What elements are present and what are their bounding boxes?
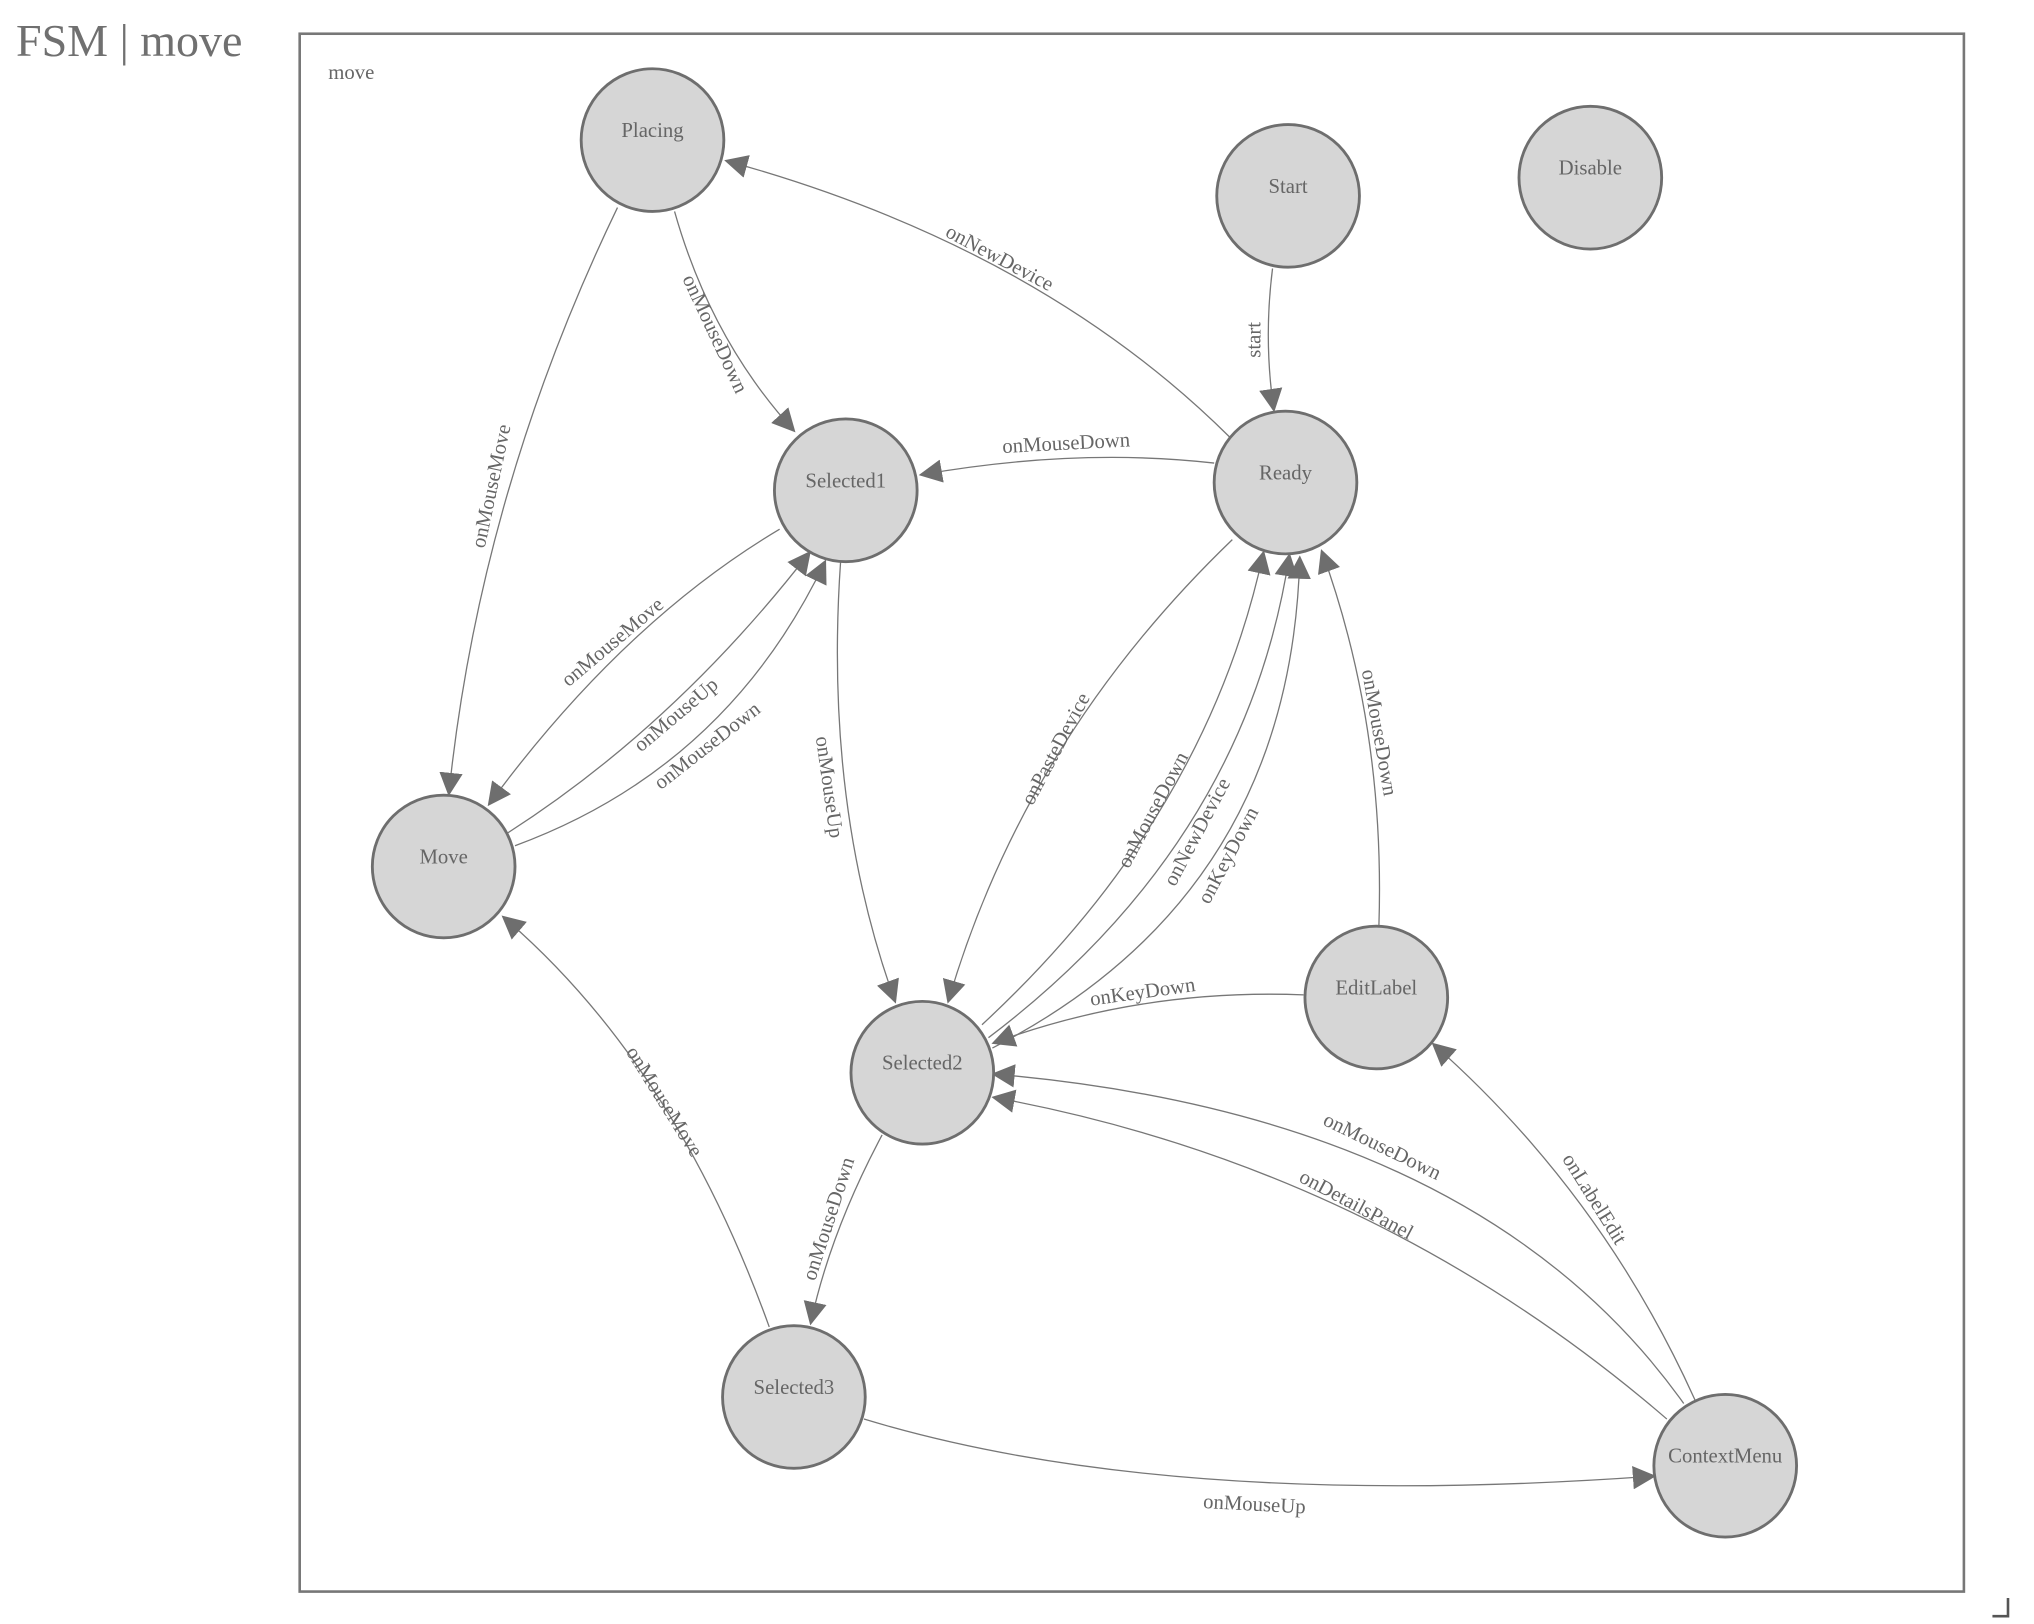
transition-label: onMouseMove xyxy=(468,422,516,549)
transition-label: onLabelEdit xyxy=(1557,1150,1630,1249)
transition-arrow xyxy=(981,550,1271,1026)
state-label: Selected2 xyxy=(882,1053,963,1075)
state-label: Placing xyxy=(621,120,683,142)
transition-arrow xyxy=(863,1418,1657,1490)
state-circle[interactable] xyxy=(370,793,517,940)
transition-arrow xyxy=(487,528,780,807)
page-title: FSM | move xyxy=(16,15,243,66)
transition-arrow xyxy=(918,456,1215,483)
transition-label: onMouseMove xyxy=(621,1043,706,1161)
state-ready[interactable]: Ready xyxy=(1212,409,1359,556)
state-start[interactable]: Start xyxy=(1215,123,1361,269)
transition-arrow xyxy=(988,552,1298,1039)
state-label: EditLabel xyxy=(1335,977,1417,999)
state-circle[interactable] xyxy=(579,67,726,213)
transition-label: onKeyDown xyxy=(1089,974,1198,1011)
transition-arrow xyxy=(505,550,811,835)
edge-contextmenu-to-selected2: onDetailsPanel xyxy=(991,1089,1668,1420)
transition-arrow xyxy=(514,559,827,847)
edge-contextmenu-to-editlabel: onLabelEdit xyxy=(1431,1042,1696,1402)
transition-arrow xyxy=(836,561,899,1004)
state-editlabel[interactable]: EditLabel xyxy=(1303,924,1450,1071)
state-circle[interactable] xyxy=(849,999,996,1146)
state-disable[interactable]: Disable xyxy=(1517,104,1664,251)
transition-arrow xyxy=(803,1134,883,1326)
edge-ready-to-placing: onNewDevice xyxy=(724,155,1231,438)
edge-editlabel-to-ready: onMouseDown xyxy=(1318,549,1401,927)
state-contextmenu[interactable]: ContextMenu xyxy=(1652,1392,1798,1539)
edge-move-to-selected1: onMouseUp xyxy=(505,550,811,835)
transition-label: onMouseDown xyxy=(1002,429,1132,458)
transition-label: onDetailsPanel xyxy=(1296,1166,1417,1245)
edge-ready-to-selected1: onMouseDown xyxy=(918,429,1215,483)
transition-label: onMouseUp xyxy=(1203,1491,1307,1518)
state-label: Selected3 xyxy=(754,1377,835,1399)
transition-label: start xyxy=(1243,322,1265,358)
transition-arrow xyxy=(439,207,619,797)
state-label: ContextMenu xyxy=(1668,1446,1783,1468)
state-label: Selected1 xyxy=(805,470,886,492)
state-circle[interactable] xyxy=(1212,409,1359,556)
state-selected1[interactable]: Selected1 xyxy=(773,417,919,564)
state-circle[interactable] xyxy=(1303,924,1450,1071)
state-label: Disable xyxy=(1559,158,1622,180)
transition-arrow xyxy=(1318,549,1381,927)
edge-selected3-to-move: onMouseMove xyxy=(501,915,770,1328)
edge-selected2-to-selected3: onMouseDown xyxy=(799,1134,883,1326)
transition-arrow xyxy=(992,555,1311,1049)
edge-selected1-to-selected2: onMouseUp xyxy=(811,561,899,1004)
state-circle[interactable] xyxy=(1517,104,1664,251)
state-label: Ready xyxy=(1259,463,1313,485)
edge-placing-to-selected1: onMouseDown xyxy=(673,211,796,433)
transition-arrow xyxy=(673,211,796,433)
resize-corner-mark xyxy=(1992,1598,2010,1618)
transition-arrow xyxy=(1259,268,1283,413)
frame-label: move xyxy=(328,62,374,84)
edge-editlabel-to-selected2: onKeyDown xyxy=(991,974,1304,1047)
edge-contextmenu-to-selected2: onMouseDown xyxy=(991,1064,1685,1404)
state-circle[interactable] xyxy=(1215,123,1361,269)
transition-label: onMouseMove xyxy=(558,594,668,692)
state-label: Start xyxy=(1268,176,1307,198)
state-selected2[interactable]: Selected2 xyxy=(849,999,996,1146)
transition-label: onNewDevice xyxy=(942,221,1057,296)
edge-placing-to-move: onMouseMove xyxy=(439,207,619,797)
transition-label: onMouseDown xyxy=(678,271,752,397)
state-circle[interactable] xyxy=(773,417,919,564)
state-placing[interactable]: Placing xyxy=(579,67,726,213)
edge-move-to-selected1: onMouseDown xyxy=(514,559,827,847)
transition-arrow xyxy=(1431,1042,1696,1402)
state-machine-frame xyxy=(298,32,1966,1593)
state-move[interactable]: Move xyxy=(370,793,517,940)
state-label: Move xyxy=(419,846,467,868)
transition-arrow xyxy=(724,155,1231,438)
state-circle[interactable] xyxy=(721,1324,867,1470)
transition-label: onPasteDevice xyxy=(1017,690,1094,809)
transition-arrow xyxy=(991,1089,1668,1420)
state-selected3[interactable]: Selected3 xyxy=(721,1324,867,1470)
edge-selected1-to-move: onMouseMove xyxy=(487,528,780,807)
transition-arrow xyxy=(991,993,1304,1047)
edge-start-to-ready: start xyxy=(1243,268,1283,413)
edge-ready-to-selected2: onPasteDevice xyxy=(942,539,1233,1004)
edge-selected3-to-contextmenu: onMouseUp xyxy=(863,1418,1657,1518)
state-circle[interactable] xyxy=(1652,1392,1798,1539)
transition-arrow xyxy=(991,1064,1685,1404)
transition-arrow xyxy=(942,539,1233,1004)
transition-label: onMouseDown xyxy=(799,1154,860,1283)
transition-label: onMouseDown xyxy=(1357,668,1401,798)
transition-arrow xyxy=(501,915,770,1328)
